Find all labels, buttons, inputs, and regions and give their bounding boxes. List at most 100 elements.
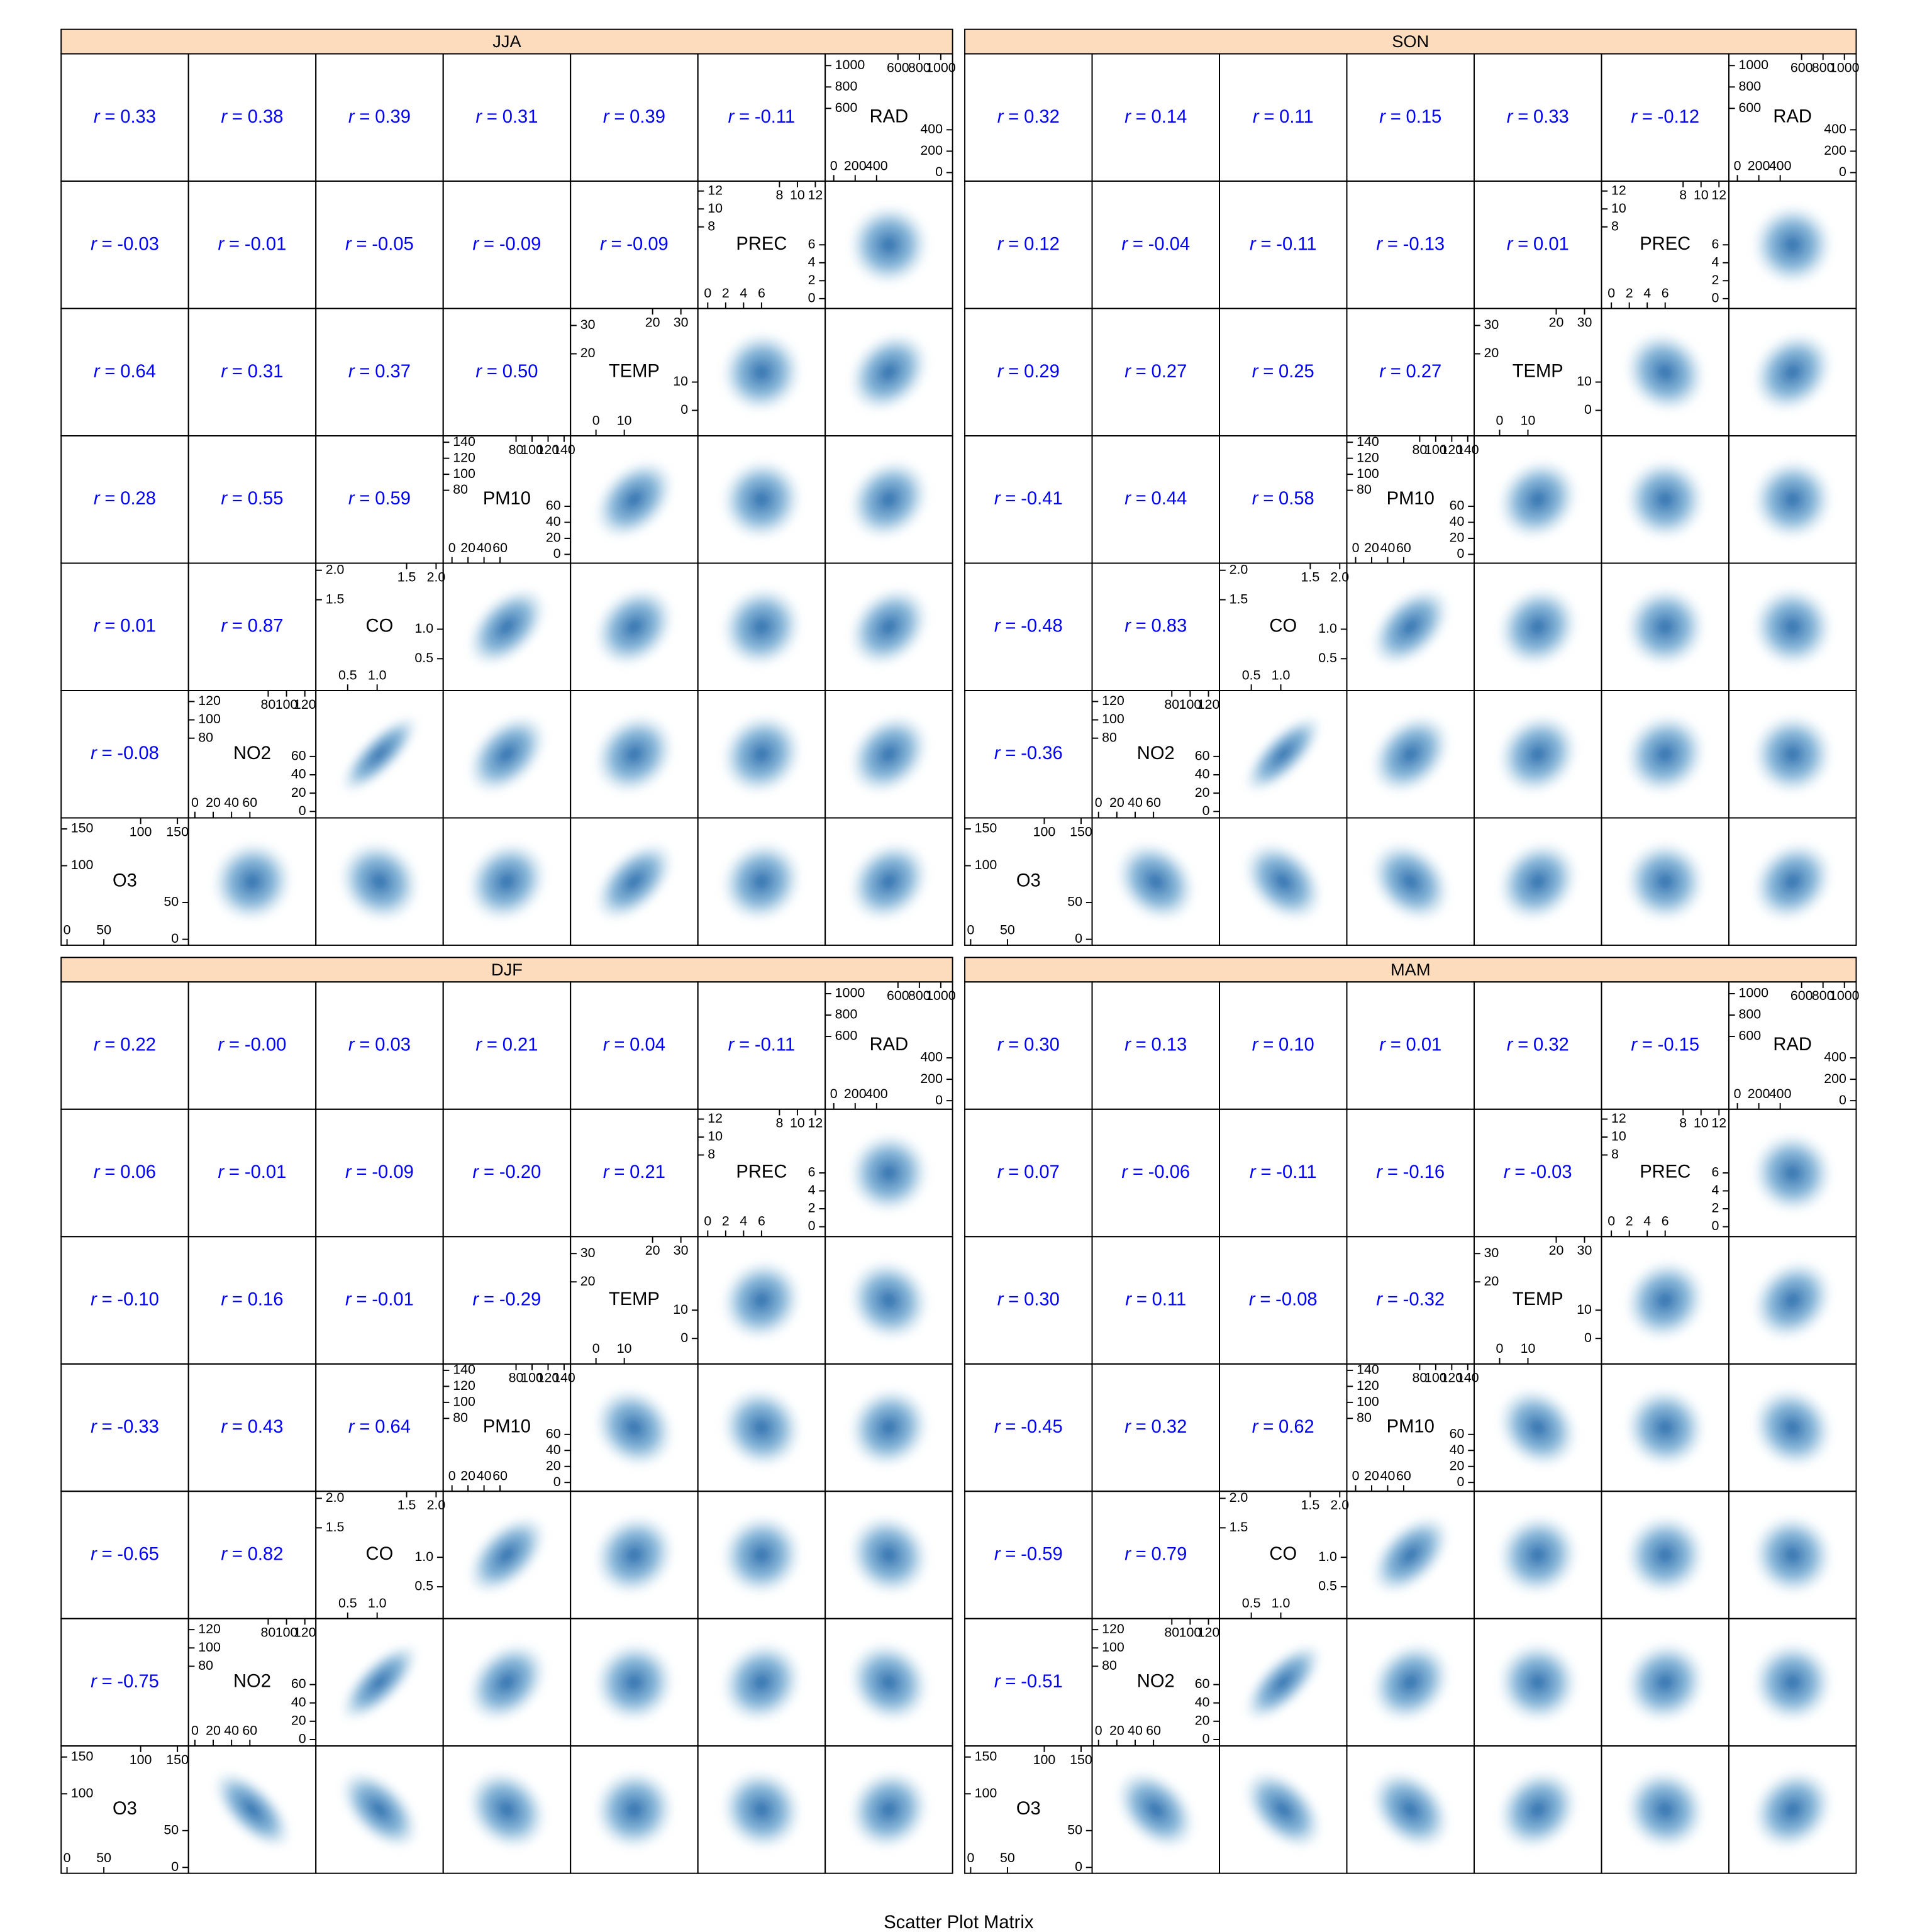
tick-label: 40 bbox=[477, 540, 492, 555]
tick-label: 140 bbox=[553, 1370, 575, 1385]
correlation-label: r = 0.01 bbox=[1379, 1035, 1441, 1055]
density bbox=[848, 841, 930, 922]
correlation-label: r = 0.44 bbox=[1124, 489, 1187, 509]
correlation-label: r = -0.04 bbox=[1121, 234, 1190, 254]
density-cloud bbox=[593, 1768, 675, 1850]
density bbox=[467, 587, 547, 667]
density-cloud bbox=[1497, 459, 1579, 540]
correlation-label: r = -0.03 bbox=[1504, 1162, 1572, 1182]
stat-symbol: r bbox=[473, 1162, 480, 1182]
tick-label: 150 bbox=[975, 1748, 997, 1763]
correlation-label: r = -0.11 bbox=[728, 106, 796, 126]
density-cloud bbox=[721, 1641, 802, 1723]
variable-name: RAD bbox=[870, 106, 909, 126]
density-cloud bbox=[338, 840, 421, 923]
stat-value: -0.59 bbox=[1021, 1544, 1062, 1564]
tick-label: 0 bbox=[1712, 290, 1719, 305]
tick-label: 40 bbox=[1128, 795, 1143, 810]
stat-value: 0.82 bbox=[248, 1544, 284, 1564]
stat-value: 0.07 bbox=[1024, 1162, 1060, 1182]
density-cloud bbox=[721, 1260, 802, 1341]
tick-label: 12 bbox=[1611, 182, 1626, 197]
tick-label: 0 bbox=[1352, 1468, 1360, 1484]
stat-value: -0.01 bbox=[245, 1162, 286, 1182]
tick-label: 20 bbox=[580, 1274, 596, 1289]
density bbox=[1752, 713, 1833, 795]
tick-label: 0 bbox=[1584, 402, 1592, 417]
density bbox=[1624, 1768, 1706, 1851]
density-cloud bbox=[1243, 714, 1323, 794]
correlation-label: r = 0.16 bbox=[221, 1289, 283, 1309]
density bbox=[594, 586, 675, 667]
density-cloud bbox=[1624, 458, 1706, 540]
stat-symbol: r bbox=[1250, 234, 1257, 254]
correlation-label: r = -0.03 bbox=[91, 234, 159, 254]
tick-label: 100 bbox=[1179, 697, 1202, 712]
cell-border bbox=[824, 1745, 953, 1874]
tick-label: 20 bbox=[1195, 1713, 1210, 1728]
tick-label: 4 bbox=[1712, 1182, 1719, 1197]
density-cloud bbox=[1624, 1259, 1706, 1341]
tick-label: 50 bbox=[96, 922, 111, 937]
tick-label: 200 bbox=[1824, 1071, 1846, 1086]
stat-sep: = bbox=[359, 489, 370, 509]
correlation-label: r = 0.21 bbox=[475, 1035, 538, 1055]
density-cloud bbox=[467, 714, 547, 794]
density bbox=[593, 1641, 675, 1723]
correlation-label: r = 0.30 bbox=[997, 1035, 1060, 1055]
stat-sep: = bbox=[232, 106, 243, 126]
tick-label: 40 bbox=[546, 514, 561, 529]
stat-symbol: r bbox=[475, 1035, 482, 1055]
correlation-label: r = 0.31 bbox=[475, 106, 538, 126]
stat-symbol: r bbox=[475, 106, 482, 126]
stat-value: 0.31 bbox=[248, 361, 284, 381]
tick-label: 10 bbox=[1577, 1302, 1592, 1317]
strip-label: DJF bbox=[491, 960, 523, 979]
stat-sep: = bbox=[359, 1417, 370, 1437]
stat-symbol: r bbox=[94, 616, 101, 636]
correlation-label: r = -0.32 bbox=[1376, 1289, 1445, 1309]
stat-value: 0.25 bbox=[1279, 361, 1314, 381]
stat-symbol: r bbox=[994, 1672, 1001, 1692]
stat-value: 0.64 bbox=[120, 361, 156, 381]
stat-sep: = bbox=[1136, 1417, 1146, 1437]
tick-label: 800 bbox=[1739, 79, 1762, 94]
correlation-label: r = 0.32 bbox=[1124, 1417, 1187, 1437]
stat-sep: = bbox=[357, 1289, 367, 1309]
correlation-label: r = 0.28 bbox=[94, 489, 156, 509]
tick-label: 80 bbox=[1164, 1625, 1179, 1640]
stat-sep: = bbox=[1136, 1544, 1146, 1564]
tick-label: 80 bbox=[1413, 1370, 1428, 1385]
density bbox=[594, 714, 675, 795]
tick-label: 4 bbox=[740, 1214, 747, 1229]
tick-label: 800 bbox=[835, 1007, 858, 1022]
density bbox=[1624, 713, 1706, 795]
tick-label: 12 bbox=[808, 1116, 823, 1131]
stat-value: 0.13 bbox=[1152, 1035, 1187, 1055]
stat-sep: = bbox=[1136, 1289, 1147, 1309]
density bbox=[1243, 714, 1323, 794]
correlation-label: r = 0.01 bbox=[94, 616, 156, 636]
stat-symbol: r bbox=[1124, 616, 1131, 636]
stat-sep: = bbox=[102, 234, 113, 254]
stat-symbol: r bbox=[218, 1035, 225, 1055]
tick-label: 0 bbox=[1584, 1330, 1592, 1345]
density bbox=[594, 459, 675, 540]
stat-symbol: r bbox=[1507, 106, 1514, 126]
stat-sep: = bbox=[487, 106, 497, 126]
density-cloud bbox=[593, 1514, 675, 1596]
density-cloud bbox=[1752, 1769, 1833, 1850]
stat-sep: = bbox=[1391, 361, 1401, 381]
stat-symbol: r bbox=[1124, 489, 1131, 509]
stat-symbol: r bbox=[348, 106, 355, 126]
stat-sep: = bbox=[614, 1035, 625, 1055]
stat-sep: = bbox=[1008, 234, 1019, 254]
density-cloud bbox=[1752, 1132, 1833, 1214]
correlation-label: r = -0.36 bbox=[994, 743, 1063, 763]
tick-label: 1.5 bbox=[397, 569, 416, 584]
tick-label: 0 bbox=[553, 1474, 561, 1489]
density-cloud bbox=[1624, 841, 1706, 923]
density-cloud bbox=[1624, 713, 1706, 795]
stat-value: 0.01 bbox=[120, 616, 156, 636]
